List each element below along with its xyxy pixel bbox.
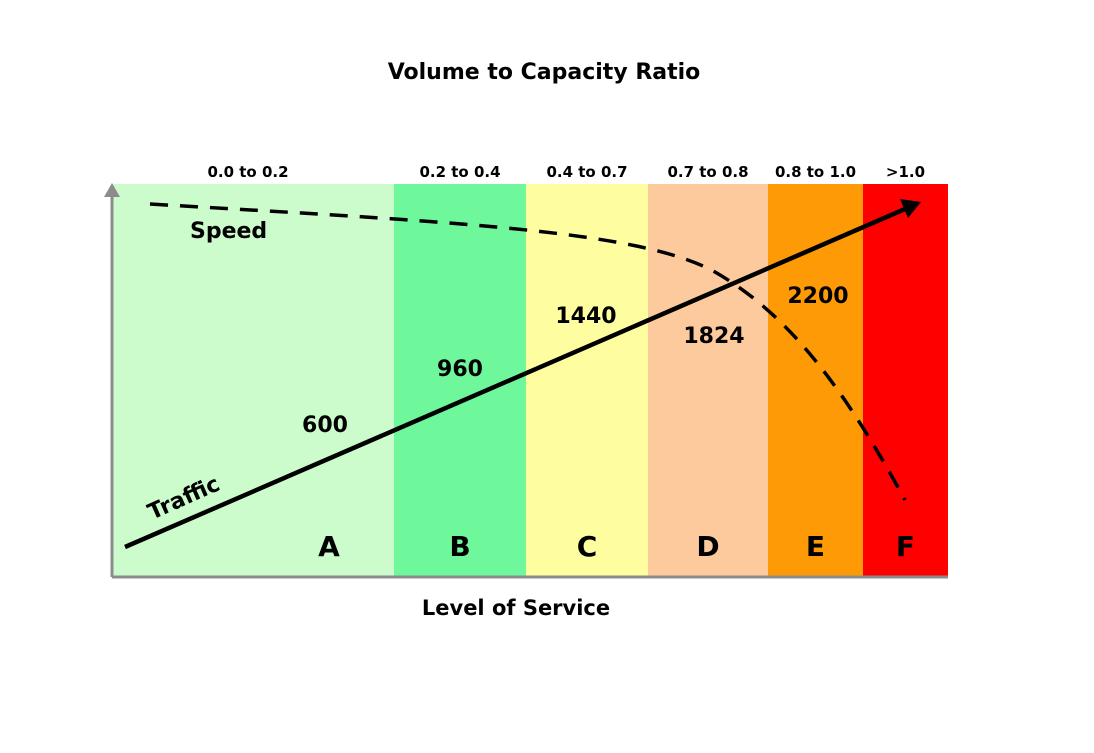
band-a [112, 184, 394, 577]
range-label-d: 0.7 to 0.8 [667, 163, 748, 181]
los-letter-e: E [806, 530, 825, 563]
los-letter-c: C [577, 530, 598, 563]
range-labels-layer: 0.0 to 0.2 0.2 to 0.4 0.4 to 0.7 0.7 to 0.8… [207, 163, 925, 181]
band-e [768, 184, 863, 577]
band-c [526, 184, 648, 577]
traffic-value-c: 1440 [555, 304, 616, 329]
range-label-e: 0.8 to 1.0 [775, 163, 856, 181]
los-letter-b: B [449, 530, 470, 563]
traffic-value-a: 600 [302, 413, 348, 438]
y-axis-arrowhead [104, 183, 120, 197]
traffic-value-d: 1824 [683, 324, 744, 349]
traffic-line [124, 206, 906, 550]
los-letter-f: F [896, 530, 915, 563]
traffic-values-layer: 600 960 1440 1824 2200 [302, 284, 849, 438]
los-letter-d: D [696, 530, 719, 563]
x-axis-label: Level of Service [422, 596, 610, 620]
traffic-value-e: 2200 [787, 284, 848, 309]
band-f [863, 184, 948, 577]
range-label-a: 0.0 to 0.2 [207, 163, 288, 181]
range-label-c: 0.4 to 0.7 [546, 163, 627, 181]
traffic-arrowhead [900, 199, 921, 218]
diagram-title: Volume to Capacity Ratio [388, 60, 701, 85]
los-letter-a: A [318, 530, 340, 563]
speed-label: Speed [190, 219, 267, 244]
traffic-value-b: 960 [437, 357, 483, 382]
band-d [648, 184, 768, 577]
speed-curve [149, 202, 907, 501]
letters-layer: A B C D E F [318, 530, 915, 563]
range-label-f: >1.0 [886, 163, 925, 181]
range-label-b: 0.2 to 0.4 [419, 163, 500, 181]
